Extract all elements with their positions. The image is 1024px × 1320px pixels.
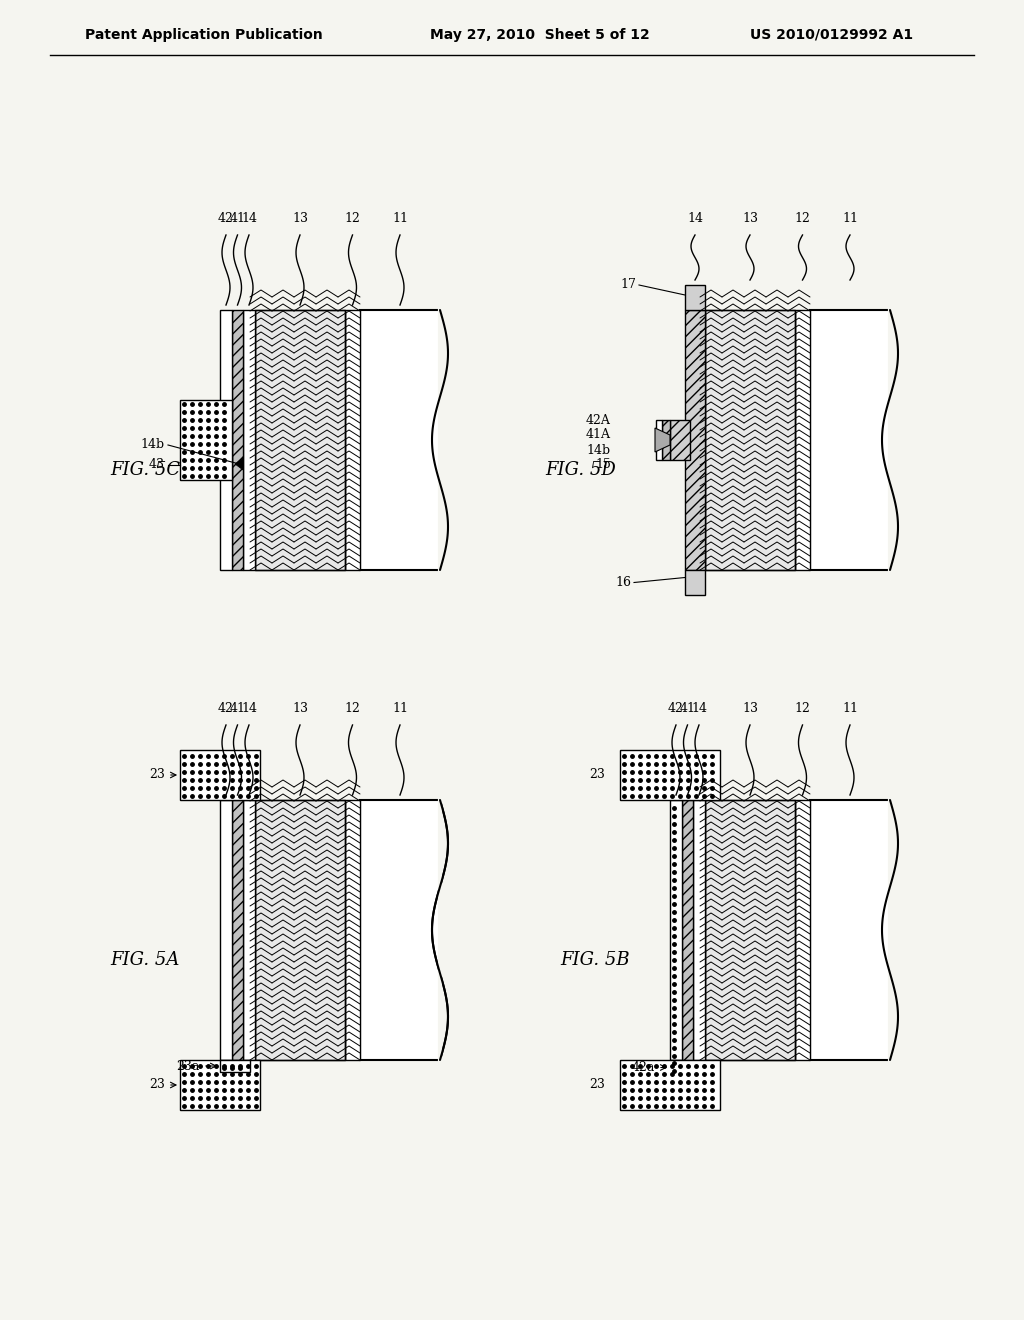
Polygon shape — [234, 458, 243, 470]
Text: 23a: 23a — [176, 1060, 200, 1072]
Text: May 27, 2010  Sheet 5 of 12: May 27, 2010 Sheet 5 of 12 — [430, 28, 650, 42]
Bar — [243, 800, 255, 1060]
Text: FIG. 5B: FIG. 5B — [560, 950, 630, 969]
Bar — [620, 750, 720, 800]
Text: 11: 11 — [392, 702, 408, 715]
Bar — [620, 1060, 720, 1110]
Text: 14: 14 — [687, 213, 703, 224]
Bar — [232, 310, 243, 570]
Text: 14: 14 — [241, 213, 257, 224]
Bar — [360, 800, 440, 1060]
Text: 23: 23 — [150, 1078, 165, 1092]
Text: 41A: 41A — [586, 429, 611, 441]
Bar — [682, 800, 693, 1060]
Text: 17: 17 — [621, 279, 636, 292]
Bar — [795, 800, 810, 1060]
Bar — [180, 750, 260, 800]
Text: 42: 42 — [218, 213, 233, 224]
Bar — [795, 310, 810, 570]
Bar — [685, 570, 705, 595]
Bar — [345, 800, 360, 1060]
Bar — [220, 1060, 250, 1072]
Bar — [705, 800, 795, 1060]
Text: 12: 12 — [344, 213, 360, 224]
Text: 14b: 14b — [141, 438, 165, 451]
Bar — [670, 800, 682, 1060]
Text: 42a: 42a — [632, 1061, 655, 1074]
Text: 42A: 42A — [586, 413, 611, 426]
Bar — [360, 310, 440, 570]
Text: FIG. 5C: FIG. 5C — [110, 461, 180, 479]
Bar — [220, 310, 232, 570]
Text: 13: 13 — [742, 213, 758, 224]
Bar — [243, 310, 255, 570]
Text: 43: 43 — [150, 458, 165, 471]
Text: 42: 42 — [668, 702, 684, 715]
Text: 12: 12 — [344, 702, 360, 715]
Text: 11: 11 — [842, 702, 858, 715]
Text: FIG. 5D: FIG. 5D — [545, 461, 615, 479]
Bar — [670, 420, 690, 459]
Text: FIG. 5A: FIG. 5A — [110, 950, 179, 969]
Bar — [255, 800, 345, 1060]
Text: 11: 11 — [842, 213, 858, 224]
Text: 41: 41 — [229, 702, 246, 715]
Bar — [345, 310, 360, 570]
Bar — [662, 420, 670, 459]
Text: 14: 14 — [691, 702, 707, 715]
Text: 12: 12 — [795, 213, 810, 224]
Bar — [656, 420, 662, 459]
Text: 11: 11 — [392, 213, 408, 224]
Bar — [220, 800, 232, 1060]
Bar — [705, 310, 795, 570]
Polygon shape — [655, 428, 670, 451]
Bar — [693, 800, 705, 1060]
Bar — [232, 800, 243, 1060]
Bar — [705, 800, 795, 1060]
Text: 23: 23 — [589, 1078, 605, 1092]
Text: 41: 41 — [680, 702, 695, 715]
Text: Patent Application Publication: Patent Application Publication — [85, 28, 323, 42]
Text: 41: 41 — [229, 213, 246, 224]
Bar — [670, 1060, 682, 1074]
Bar — [705, 310, 795, 570]
Bar — [810, 800, 890, 1060]
Bar — [255, 800, 345, 1060]
Text: 13: 13 — [292, 213, 308, 224]
Text: 14b: 14b — [587, 444, 611, 457]
Bar — [685, 310, 705, 570]
Text: 23: 23 — [150, 768, 165, 781]
Text: US 2010/0129992 A1: US 2010/0129992 A1 — [750, 28, 913, 42]
Bar — [255, 310, 345, 570]
Text: 13: 13 — [292, 702, 308, 715]
Text: 12: 12 — [795, 702, 810, 715]
Text: 14: 14 — [241, 702, 257, 715]
Bar — [180, 400, 232, 480]
Bar — [810, 310, 890, 570]
Bar — [685, 285, 705, 310]
Bar — [255, 310, 345, 570]
Text: 15: 15 — [595, 458, 611, 471]
Bar — [180, 1060, 260, 1110]
Text: 23: 23 — [589, 768, 605, 781]
Text: 16: 16 — [615, 576, 631, 589]
Text: 42: 42 — [218, 702, 233, 715]
Text: 13: 13 — [742, 702, 758, 715]
